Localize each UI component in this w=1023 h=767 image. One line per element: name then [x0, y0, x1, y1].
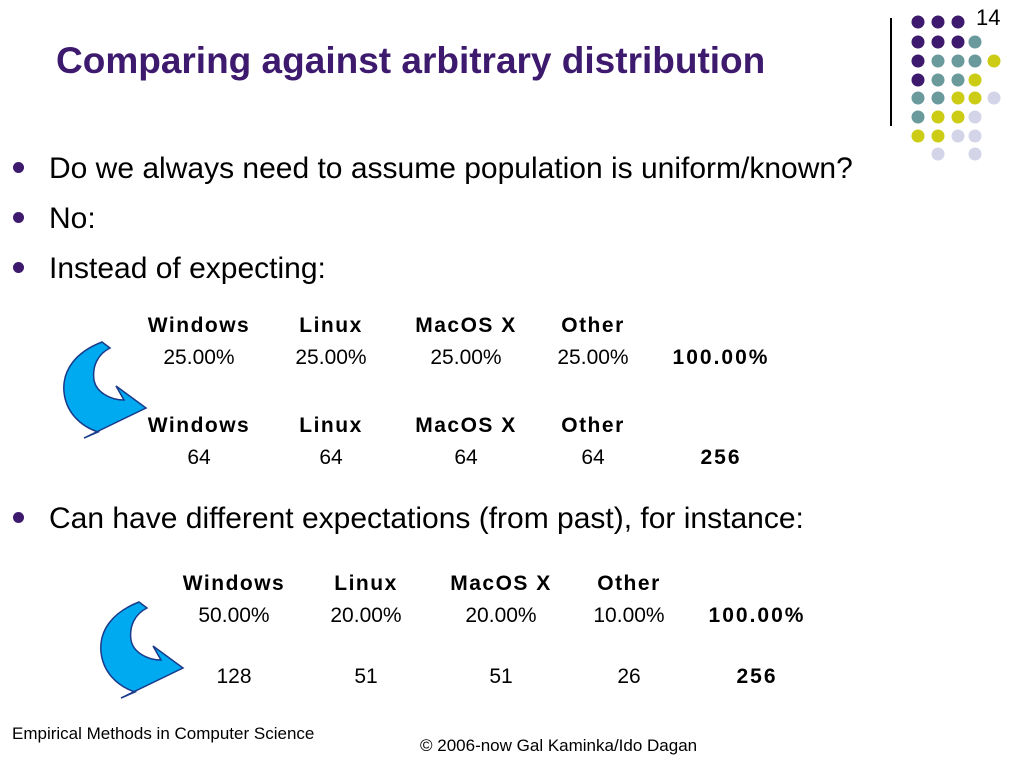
bullet-text: No:	[49, 202, 96, 235]
table-cell: 51	[489, 665, 513, 688]
table-header-cell: MacOS X	[450, 572, 552, 595]
table-header-cell: MacOS X	[415, 314, 517, 337]
table-cell: 26	[617, 665, 641, 688]
table-cell: 64	[187, 446, 211, 469]
table-total-cell: 256	[700, 446, 742, 469]
table-header-cell: Windows	[147, 314, 251, 337]
table-cell: 64	[319, 446, 343, 469]
bullet-item-3: Instead of expecting:	[13, 252, 326, 286]
footer-course-title: Empirical Methods in Computer Science	[12, 724, 315, 743]
bullet-item-1: Do we always need to assume population i…	[13, 152, 853, 186]
slide-number: 14	[976, 5, 1001, 30]
table-cell: 64	[581, 446, 605, 469]
curved-arrow-icon	[100, 601, 185, 699]
table-header-cell: Other	[561, 314, 625, 337]
bullet-item-4: Can have different expectations (from pa…	[13, 502, 804, 536]
table-header-cell: Windows	[147, 414, 251, 437]
table-cell: 128	[216, 665, 252, 688]
bullet-dot-icon	[13, 161, 24, 173]
table-total-cell: 256	[736, 665, 778, 688]
table-total-cell: 100.00%	[672, 346, 770, 369]
table-total-cell: 100.00%	[708, 604, 806, 627]
table-cell: 10.00%	[593, 604, 665, 627]
bullet-item-2: No:	[13, 202, 96, 236]
bullet-text: Can have different expectations (from pa…	[49, 502, 804, 535]
bullet-text: Do we always need to assume population i…	[49, 152, 853, 185]
title-divider-line	[890, 18, 892, 126]
table-header-cell: MacOS X	[415, 414, 517, 437]
bullet-dot-icon	[13, 511, 24, 523]
table-header-cell: Other	[597, 572, 661, 595]
dot-grid-group	[911, 15, 1001, 161]
table-header-cell: Other	[561, 414, 625, 437]
table-cell: 50.00%	[198, 604, 270, 627]
table-cell: 20.00%	[330, 604, 402, 627]
table-cell: 25.00%	[163, 346, 235, 369]
curved-arrow-icon	[63, 341, 148, 439]
bullet-text: Instead of expecting:	[49, 252, 326, 285]
table-header-cell: Linux	[299, 414, 363, 437]
table-cell: 64	[454, 446, 478, 469]
table-header-cell: Windows	[182, 572, 286, 595]
table-cell: 25.00%	[557, 346, 629, 369]
table-header-cell: Linux	[334, 572, 398, 595]
table-header-cell: Linux	[299, 314, 363, 337]
slide-title: Comparing against arbitrary distribution	[56, 40, 766, 81]
table-cell: 20.00%	[465, 604, 537, 627]
bullet-dot-icon	[13, 261, 24, 273]
decorative-dot-grid	[911, 15, 1001, 161]
table-cell: 25.00%	[295, 346, 367, 369]
footer-copyright: © 2006-now Gal Kaminka/Ido Dagan	[420, 736, 698, 755]
table-cell: 51	[354, 665, 378, 688]
table-cell: 25.00%	[430, 346, 502, 369]
bullet-dot-icon	[13, 211, 24, 223]
